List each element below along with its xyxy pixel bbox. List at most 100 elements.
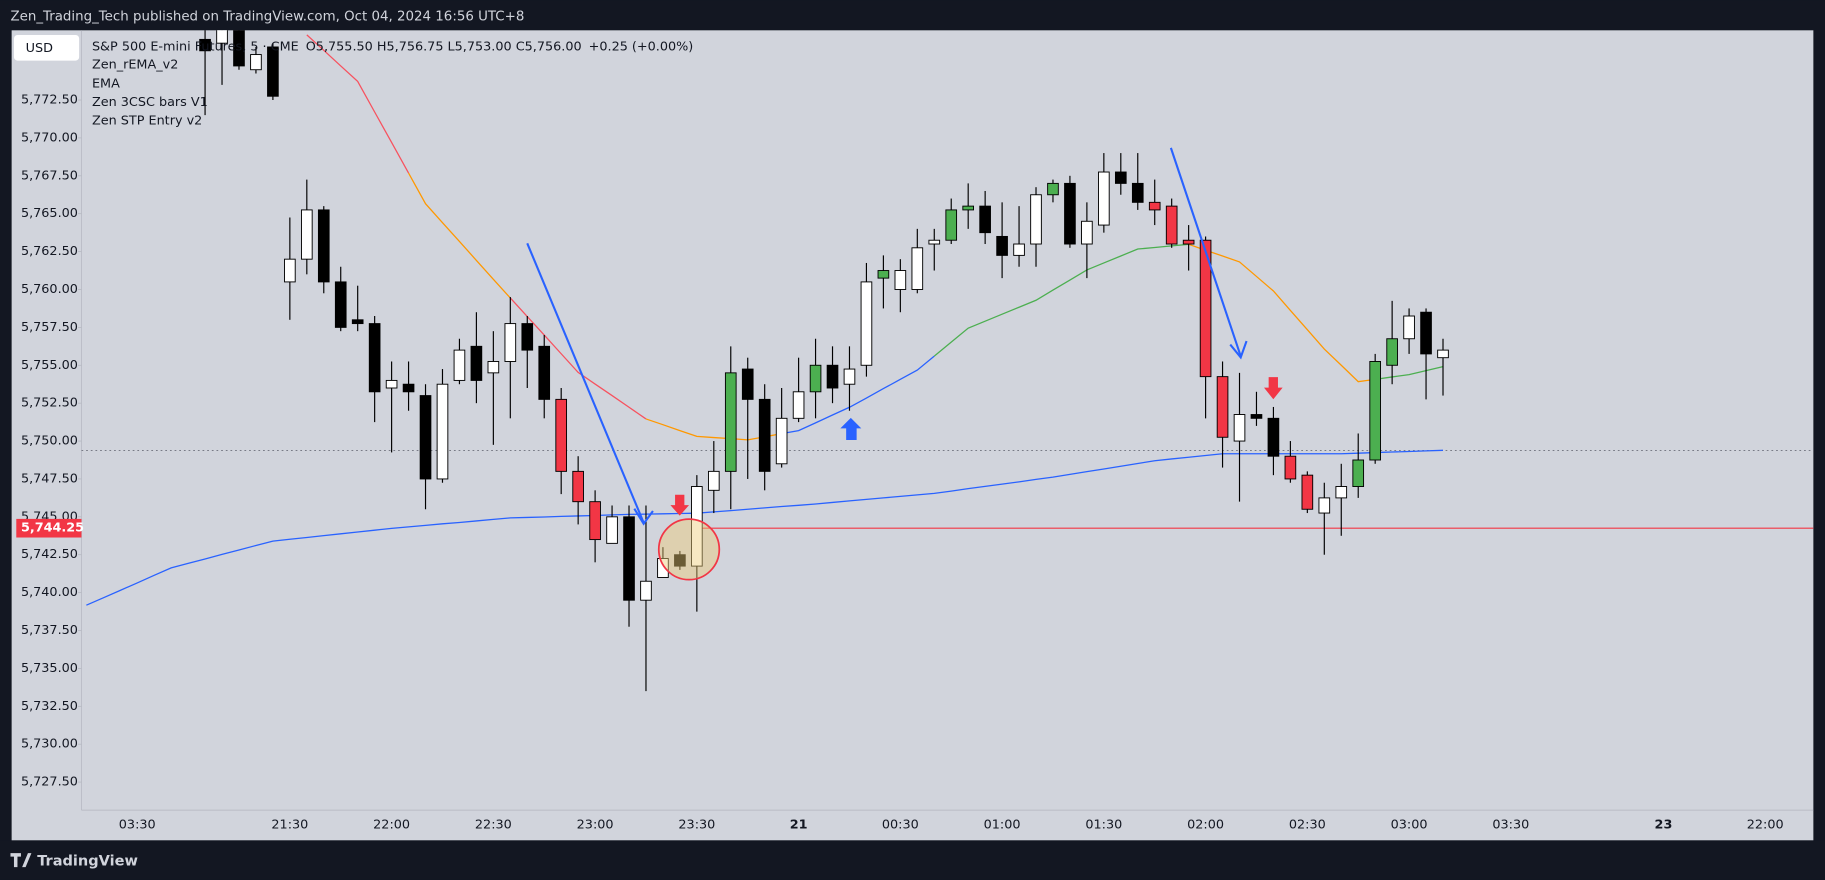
candle-body [1182, 239, 1195, 245]
currency[interactable]: USD [26, 41, 53, 56]
candle-body [284, 258, 296, 283]
chart-area [11, 30, 1814, 841]
change: +0.25 (+0.00%) [589, 39, 694, 54]
brand-logo [10, 853, 32, 868]
indicator-line [1375, 366, 1444, 380]
candle-body [317, 209, 330, 283]
candle-body [1148, 201, 1161, 211]
candle-body [1114, 171, 1127, 184]
candle-body [809, 364, 822, 393]
x-tick-label: 01:30 [1085, 818, 1122, 833]
x-tick-label: 03:00 [1391, 818, 1428, 833]
candle-body [758, 398, 771, 472]
candle-body [724, 372, 737, 472]
candle-body [436, 383, 449, 480]
candle-body [707, 470, 720, 491]
candle-body [419, 395, 432, 480]
candle-body [1081, 220, 1093, 245]
x-tick-label: 01:00 [984, 818, 1021, 833]
candle-body [216, 30, 228, 44]
sell-arrow [1263, 377, 1283, 400]
candle-body [1165, 205, 1178, 245]
footer-bar [0, 840, 1825, 880]
y-tick-label: 5,755.00 [21, 358, 78, 373]
candle-body [572, 470, 584, 503]
candle-body [640, 580, 652, 601]
candle-body [1233, 414, 1246, 442]
symbol-name: S&P 500 E-mini Futures, 5 · CME [92, 39, 299, 54]
x-tick-label: 02:00 [1187, 818, 1224, 833]
legend-entry: Zen STP Entry v2 [92, 114, 202, 129]
candle-body [1064, 182, 1076, 245]
candle-body [250, 54, 262, 71]
candle-body [402, 383, 415, 393]
y-tick-label: 5,765.00 [21, 206, 78, 221]
candle-body [538, 345, 551, 400]
indicator-line [933, 243, 1189, 357]
candle-body [470, 345, 483, 381]
x-tick-label: 23 [1655, 818, 1673, 833]
legend-entry: EMA [92, 76, 120, 91]
candle-body [674, 554, 686, 567]
x-tick-label: 21 [790, 818, 808, 833]
y-tick-label: 5,757.50 [21, 320, 78, 335]
drawings [526, 147, 1283, 581]
candle-body [1369, 361, 1381, 461]
time-axis: 03:30 21:30 22:00 22:30 23:00 23:30 21 00:30 01:… [119, 818, 1784, 833]
candle-body [589, 501, 601, 541]
y-tick-label: 5,752.50 [21, 396, 78, 411]
price-axis: 5,772.50 5,770.00 5,767.50 5,765.00 5,762.50… [21, 93, 82, 790]
candle-body [1216, 376, 1229, 438]
candle-body [351, 319, 364, 325]
candle-body [996, 235, 1008, 256]
candle-body [1318, 497, 1331, 514]
candle-body [300, 209, 313, 260]
y-tick-label: 5,735.00 [21, 661, 78, 676]
candle-body [860, 281, 873, 366]
candle-body [1403, 315, 1415, 340]
candle-body [199, 38, 211, 52]
x-tick-label: 03:30 [1492, 818, 1529, 833]
symbol: S&P 500 E-mini Futures, 5 · CME O5,755.50… [92, 39, 693, 54]
candle-body [1284, 455, 1297, 480]
x-tick-label: 23:30 [678, 818, 715, 833]
candle-body [657, 558, 669, 578]
candle-body [1131, 182, 1144, 203]
currency-box[interactable] [13, 34, 80, 61]
candle-body [385, 379, 398, 389]
y-tick-label: 5,727.50 [21, 775, 78, 790]
candle-body [504, 323, 517, 362]
trend-arrowhead [633, 508, 654, 526]
ohlc: O5,755.50 H5,756.75 L5,753.00 C5,756.00 [306, 39, 582, 54]
candle-body [775, 417, 788, 465]
candle-body [928, 239, 941, 245]
last-price-tag [16, 518, 82, 538]
indicator-line [509, 297, 647, 420]
candle-body [1267, 417, 1280, 457]
candle-body [826, 364, 839, 389]
candle-body [334, 281, 347, 328]
candle-body [623, 516, 635, 601]
candle-body [1386, 338, 1398, 366]
x-tick-label: 22:30 [475, 818, 512, 833]
candle-body [1301, 474, 1314, 510]
brand: TradingView [37, 853, 138, 869]
candle-body [487, 361, 500, 374]
candle-body [521, 323, 534, 351]
y-tick-label: 5,737.50 [21, 623, 78, 638]
y-tick-label: 5,762.50 [21, 244, 78, 259]
indicator-line [1188, 243, 1376, 383]
x-tick-label: 03:30 [119, 818, 156, 833]
trend-arrowhead [1229, 340, 1248, 360]
candle-body [233, 30, 245, 67]
indicator-line [408, 172, 511, 299]
candle-body [368, 323, 381, 393]
trend-line [1169, 147, 1242, 357]
candle-body [1335, 486, 1348, 499]
legend-entry: Zen_rEMA_v2 [92, 58, 178, 73]
x-tick-label: 23:00 [577, 818, 614, 833]
candle-body [555, 398, 568, 472]
plot [81, 30, 1814, 692]
y-tick-label: 5,740.00 [21, 585, 78, 600]
